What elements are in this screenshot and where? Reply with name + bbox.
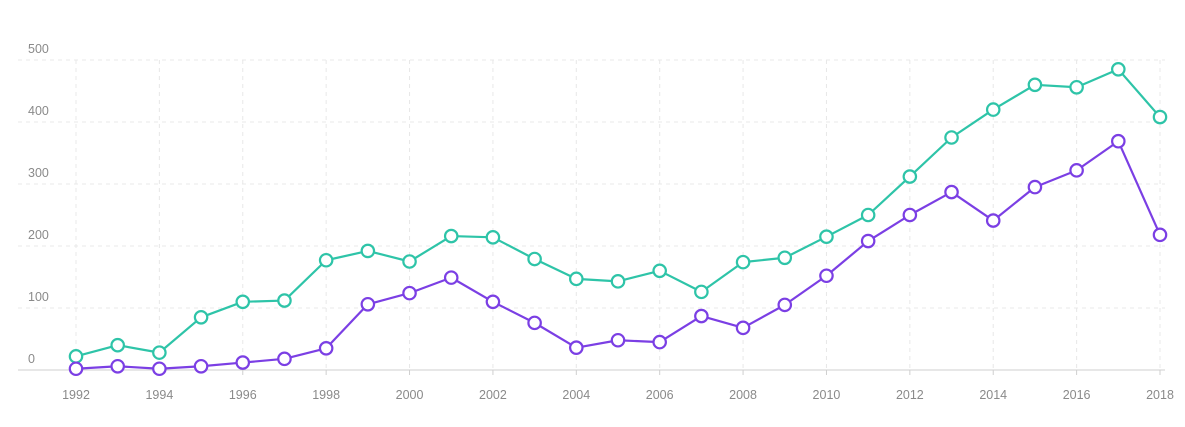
x-tick-label: 2016 <box>1063 388 1091 402</box>
data-point[interactable] <box>944 130 959 145</box>
data-point[interactable] <box>360 296 376 312</box>
y-axis-ticks: 0 100 200 300 400 500 <box>28 42 49 366</box>
data-point[interactable] <box>652 263 667 279</box>
data-point[interactable] <box>985 213 1001 228</box>
y-tick-label: 200 <box>28 228 49 242</box>
data-point[interactable] <box>610 274 626 289</box>
data-point[interactable] <box>1027 179 1043 195</box>
data-point[interactable] <box>152 361 167 377</box>
data-point[interactable] <box>694 308 709 324</box>
data-point[interactable] <box>1111 62 1126 77</box>
data-point[interactable] <box>1069 163 1084 178</box>
y-tick-label: 300 <box>28 166 49 180</box>
series-0 <box>68 62 1168 364</box>
data-point[interactable] <box>1152 109 1168 125</box>
data-point[interactable] <box>694 284 709 300</box>
data-point[interactable] <box>235 294 251 310</box>
data-point[interactable] <box>819 229 834 244</box>
x-tick-label: 1998 <box>312 388 340 402</box>
x-tick-label: 2002 <box>479 388 507 402</box>
data-point[interactable] <box>819 268 834 284</box>
data-point[interactable] <box>360 243 376 259</box>
data-point[interactable] <box>318 252 334 268</box>
data-point[interactable] <box>735 254 751 270</box>
data-point[interactable] <box>777 250 793 266</box>
data-point[interactable] <box>902 169 918 184</box>
x-tick-label: 2008 <box>729 388 757 402</box>
x-tick-label: 2018 <box>1146 388 1174 402</box>
y-tick-label: 100 <box>28 290 49 304</box>
data-point[interactable] <box>1069 79 1084 95</box>
data-point[interactable] <box>1027 77 1043 93</box>
data-point[interactable] <box>527 251 542 267</box>
x-tick-label: 2000 <box>396 388 424 402</box>
data-point[interactable] <box>110 337 125 353</box>
data-point[interactable] <box>277 351 292 367</box>
series-layer <box>68 62 1168 377</box>
data-point[interactable] <box>443 228 459 244</box>
data-point[interactable] <box>777 297 793 313</box>
data-point[interactable] <box>68 349 84 364</box>
x-tick-label: 2006 <box>646 388 674 402</box>
data-point[interactable] <box>277 293 292 308</box>
data-point[interactable] <box>68 361 84 377</box>
data-point[interactable] <box>860 207 876 223</box>
data-point[interactable] <box>485 294 501 310</box>
data-point[interactable] <box>152 345 167 360</box>
data-point[interactable] <box>318 340 334 356</box>
data-point[interactable] <box>1152 227 1168 243</box>
y-tick-label: 400 <box>28 104 49 118</box>
data-point[interactable] <box>652 334 667 350</box>
data-point[interactable] <box>443 270 459 285</box>
data-point[interactable] <box>193 358 209 374</box>
data-point[interactable] <box>569 271 584 287</box>
data-point[interactable] <box>569 340 584 355</box>
data-point[interactable] <box>193 309 209 325</box>
x-tick-label: 2010 <box>813 388 841 402</box>
data-point[interactable] <box>235 355 251 370</box>
data-point[interactable] <box>402 254 417 269</box>
data-point[interactable] <box>527 315 542 331</box>
data-point[interactable] <box>985 102 1001 117</box>
data-point[interactable] <box>402 285 417 301</box>
data-point[interactable] <box>610 332 626 348</box>
y-tick-label: 0 <box>28 352 35 366</box>
data-point[interactable] <box>860 233 876 249</box>
x-tick-label: 1994 <box>145 388 173 402</box>
x-tick-label: 2014 <box>979 388 1007 402</box>
y-tick-label: 500 <box>28 42 49 56</box>
data-point[interactable] <box>1111 133 1126 149</box>
x-axis: 1992 1994 1996 1998 2000 2002 2004 2006 2008 2010… <box>18 369 1174 402</box>
data-point[interactable] <box>110 358 125 374</box>
data-point[interactable] <box>944 184 959 200</box>
x-tick-label: 2004 <box>562 388 590 402</box>
series-1 <box>68 133 1168 377</box>
x-tick-label: 2012 <box>896 388 924 402</box>
x-tick-label: 1992 <box>62 388 90 402</box>
data-point[interactable] <box>735 320 751 336</box>
x-tick-label: 1996 <box>229 388 257 402</box>
data-point[interactable] <box>485 230 501 245</box>
data-point[interactable] <box>902 207 918 223</box>
